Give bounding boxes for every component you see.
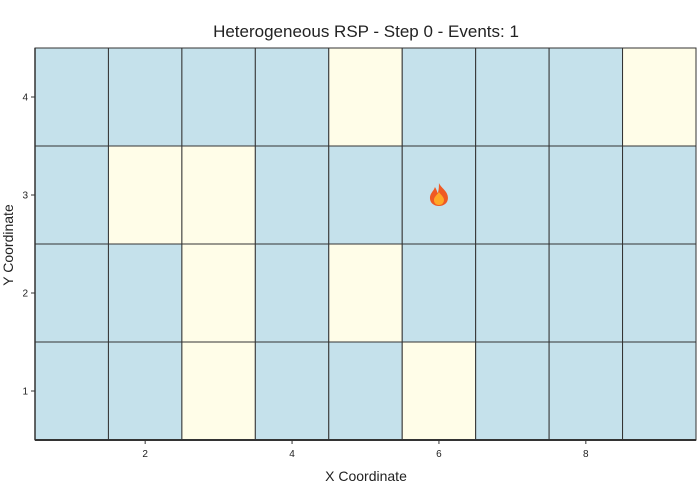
grid-cell-blue xyxy=(328,145,403,245)
grid-cell-blue xyxy=(254,145,330,245)
grid-cell-yellow xyxy=(328,243,403,343)
grid-cell-blue xyxy=(181,47,256,147)
grid-cell-yellow xyxy=(181,341,256,441)
grid-cell-blue xyxy=(475,47,550,147)
y-tick-label: 3 xyxy=(22,191,28,202)
x-tick-label: 6 xyxy=(436,449,442,460)
grid-cell-blue xyxy=(254,47,330,147)
x-axis-label: X Coordinate xyxy=(325,468,407,484)
grid-cell-yellow xyxy=(181,243,256,343)
grid-cell-blue xyxy=(548,145,624,245)
grid-cell-blue xyxy=(548,243,624,343)
grid-cell-blue xyxy=(475,145,550,245)
grid-cell-yellow xyxy=(401,341,477,441)
grid-cell-blue xyxy=(328,341,403,441)
y-tick-label: 4 xyxy=(22,93,28,104)
grid-cell-yellow xyxy=(622,47,697,147)
grid-cell-blue xyxy=(254,243,330,343)
grid-cell-blue xyxy=(622,341,697,441)
y-axis-label: Y Coordinate xyxy=(0,204,16,286)
grid-cell-blue xyxy=(107,341,183,441)
x-tick-label: 8 xyxy=(583,449,589,460)
grid-cell-blue xyxy=(34,47,109,147)
grid-cell-blue xyxy=(254,341,330,441)
x-tick-label: 2 xyxy=(142,449,148,460)
y-tick-label: 2 xyxy=(22,289,28,300)
grid-cell-blue xyxy=(34,145,109,245)
grid-cell-blue xyxy=(107,47,183,147)
grid-cell-blue xyxy=(401,47,477,147)
grid-cell-blue xyxy=(401,243,477,343)
grid-cell-blue xyxy=(548,47,624,147)
grid-cell-yellow xyxy=(328,47,403,147)
grid-cell-blue xyxy=(548,341,624,441)
grid-cell-blue xyxy=(34,341,109,441)
grid-cell-blue xyxy=(475,341,550,441)
grid-cell-yellow xyxy=(181,145,256,245)
grid-cell-blue xyxy=(107,243,183,343)
grid-cell-blue xyxy=(622,243,697,343)
grid-cell-blue xyxy=(622,145,697,245)
axes: 2 4 6 8 1 2 3 4 xyxy=(22,48,696,460)
grid-cell-blue xyxy=(34,243,109,343)
y-tick-label: 1 xyxy=(22,387,28,398)
fire-icon xyxy=(429,183,448,206)
cell-grid xyxy=(34,47,697,441)
grid-cell-blue xyxy=(475,243,550,343)
flame-inner xyxy=(433,192,444,205)
x-tick-label: 4 xyxy=(289,449,295,460)
event-markers xyxy=(429,183,448,206)
grid-cell-yellow xyxy=(107,145,183,245)
chart-title: Heterogeneous RSP - Step 0 - Events: 1 xyxy=(213,22,519,41)
